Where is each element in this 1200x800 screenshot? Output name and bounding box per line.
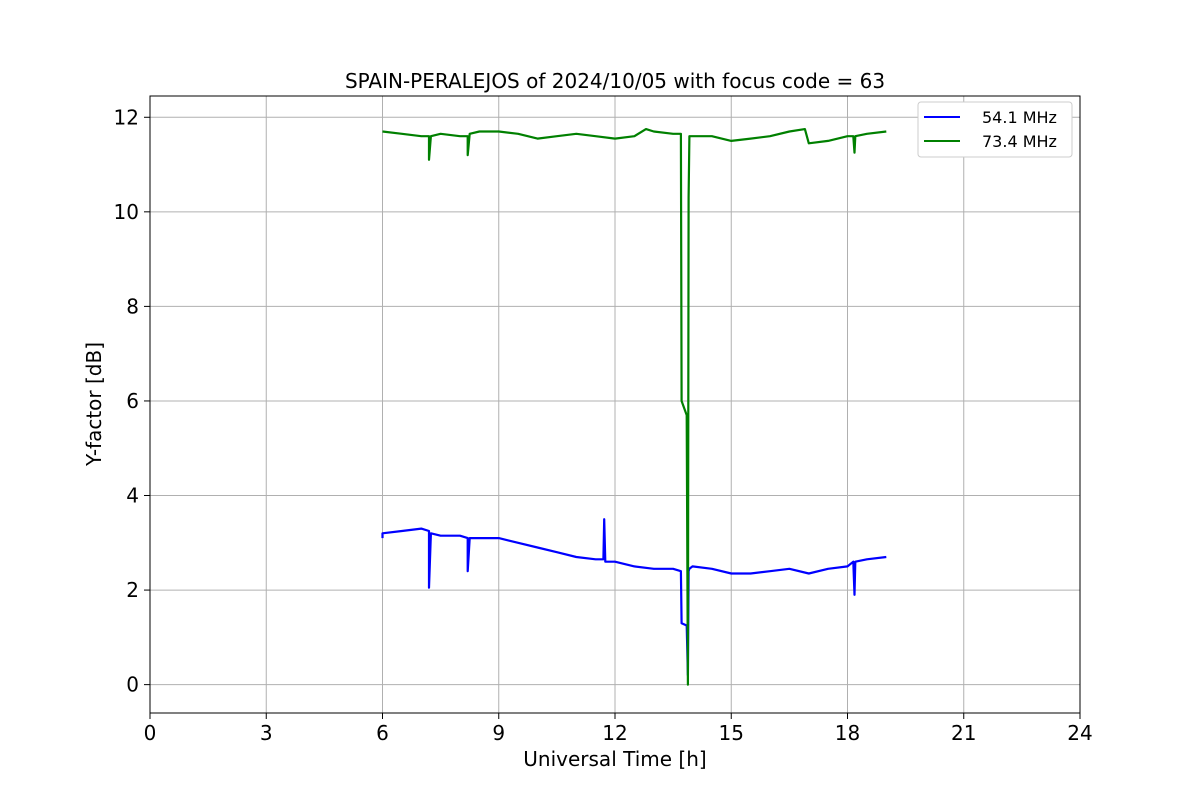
y-tick-label: 0 bbox=[126, 673, 139, 697]
y-tick-label: 6 bbox=[126, 389, 139, 413]
y-tick-label: 10 bbox=[114, 200, 139, 224]
y-tick-label: 4 bbox=[126, 484, 139, 508]
x-tick-label: 24 bbox=[1067, 721, 1092, 745]
series-lines bbox=[381, 128, 887, 686]
x-tick-label: 0 bbox=[144, 721, 157, 745]
y-tick-label: 8 bbox=[126, 294, 139, 318]
legend-label-series-1: 54.1 MHz bbox=[982, 108, 1057, 127]
x-tick-label: 21 bbox=[951, 721, 976, 745]
x-tick-label: 9 bbox=[492, 721, 505, 745]
series-line-2 bbox=[382, 128, 887, 686]
x-tick-label: 18 bbox=[835, 721, 860, 745]
legend-label-series-2: 73.4 MHz bbox=[982, 132, 1057, 151]
series-line-1 bbox=[381, 518, 887, 677]
x-tick-label: 3 bbox=[260, 721, 273, 745]
x-axis-title: Universal Time [h] bbox=[523, 747, 706, 771]
y-tick-label: 2 bbox=[126, 578, 139, 602]
x-tick-label: 15 bbox=[719, 721, 744, 745]
y-tick-label: 12 bbox=[114, 105, 139, 129]
legend: 54.1 MHz 73.4 MHz bbox=[917, 101, 1073, 158]
legend-box bbox=[917, 101, 1073, 158]
x-tick-label: 6 bbox=[376, 721, 389, 745]
y-axis-title: Y-factor [dB] bbox=[82, 342, 106, 467]
chart-title: SPAIN-PERALEJOS of 2024/10/05 with focus… bbox=[345, 69, 885, 93]
x-tick-label: 12 bbox=[602, 721, 627, 745]
